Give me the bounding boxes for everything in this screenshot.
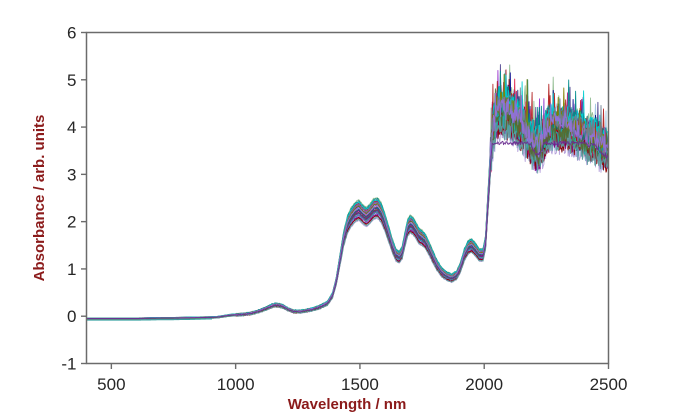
y-tick-label: -1 xyxy=(61,355,76,374)
x-tick-label: 2000 xyxy=(465,375,503,394)
y-tick-label: 0 xyxy=(67,307,76,326)
spectrum-24 xyxy=(86,116,609,320)
y-tick-label: 3 xyxy=(67,165,76,184)
x-axis-title: Wavelength / nm xyxy=(288,396,407,413)
x-tick-label: 1500 xyxy=(341,375,379,394)
x-tick-label: 1000 xyxy=(217,375,255,394)
spectrum-30-outlier xyxy=(86,140,609,319)
y-tick-label: 6 xyxy=(67,24,76,43)
y-axis-title: Absorbance / arb. units xyxy=(31,115,48,282)
plot-border xyxy=(85,31,610,365)
y-tick-label: 1 xyxy=(67,260,76,279)
y-tick-label: 2 xyxy=(67,213,76,232)
y-tick-label: 4 xyxy=(67,118,76,137)
spectra-series-layer xyxy=(86,64,609,321)
axis-ticks-layer xyxy=(81,31,610,369)
axis-tick-labels-layer: 500 1000 1500 2000 2500 -1 0 1 2 3 4 5 6 xyxy=(61,24,627,395)
x-tick-label: 500 xyxy=(97,375,125,394)
x-tick-label: 2500 xyxy=(590,375,628,394)
spectrum-29-short-teal xyxy=(86,318,212,321)
y-tick-label: 5 xyxy=(67,71,76,90)
